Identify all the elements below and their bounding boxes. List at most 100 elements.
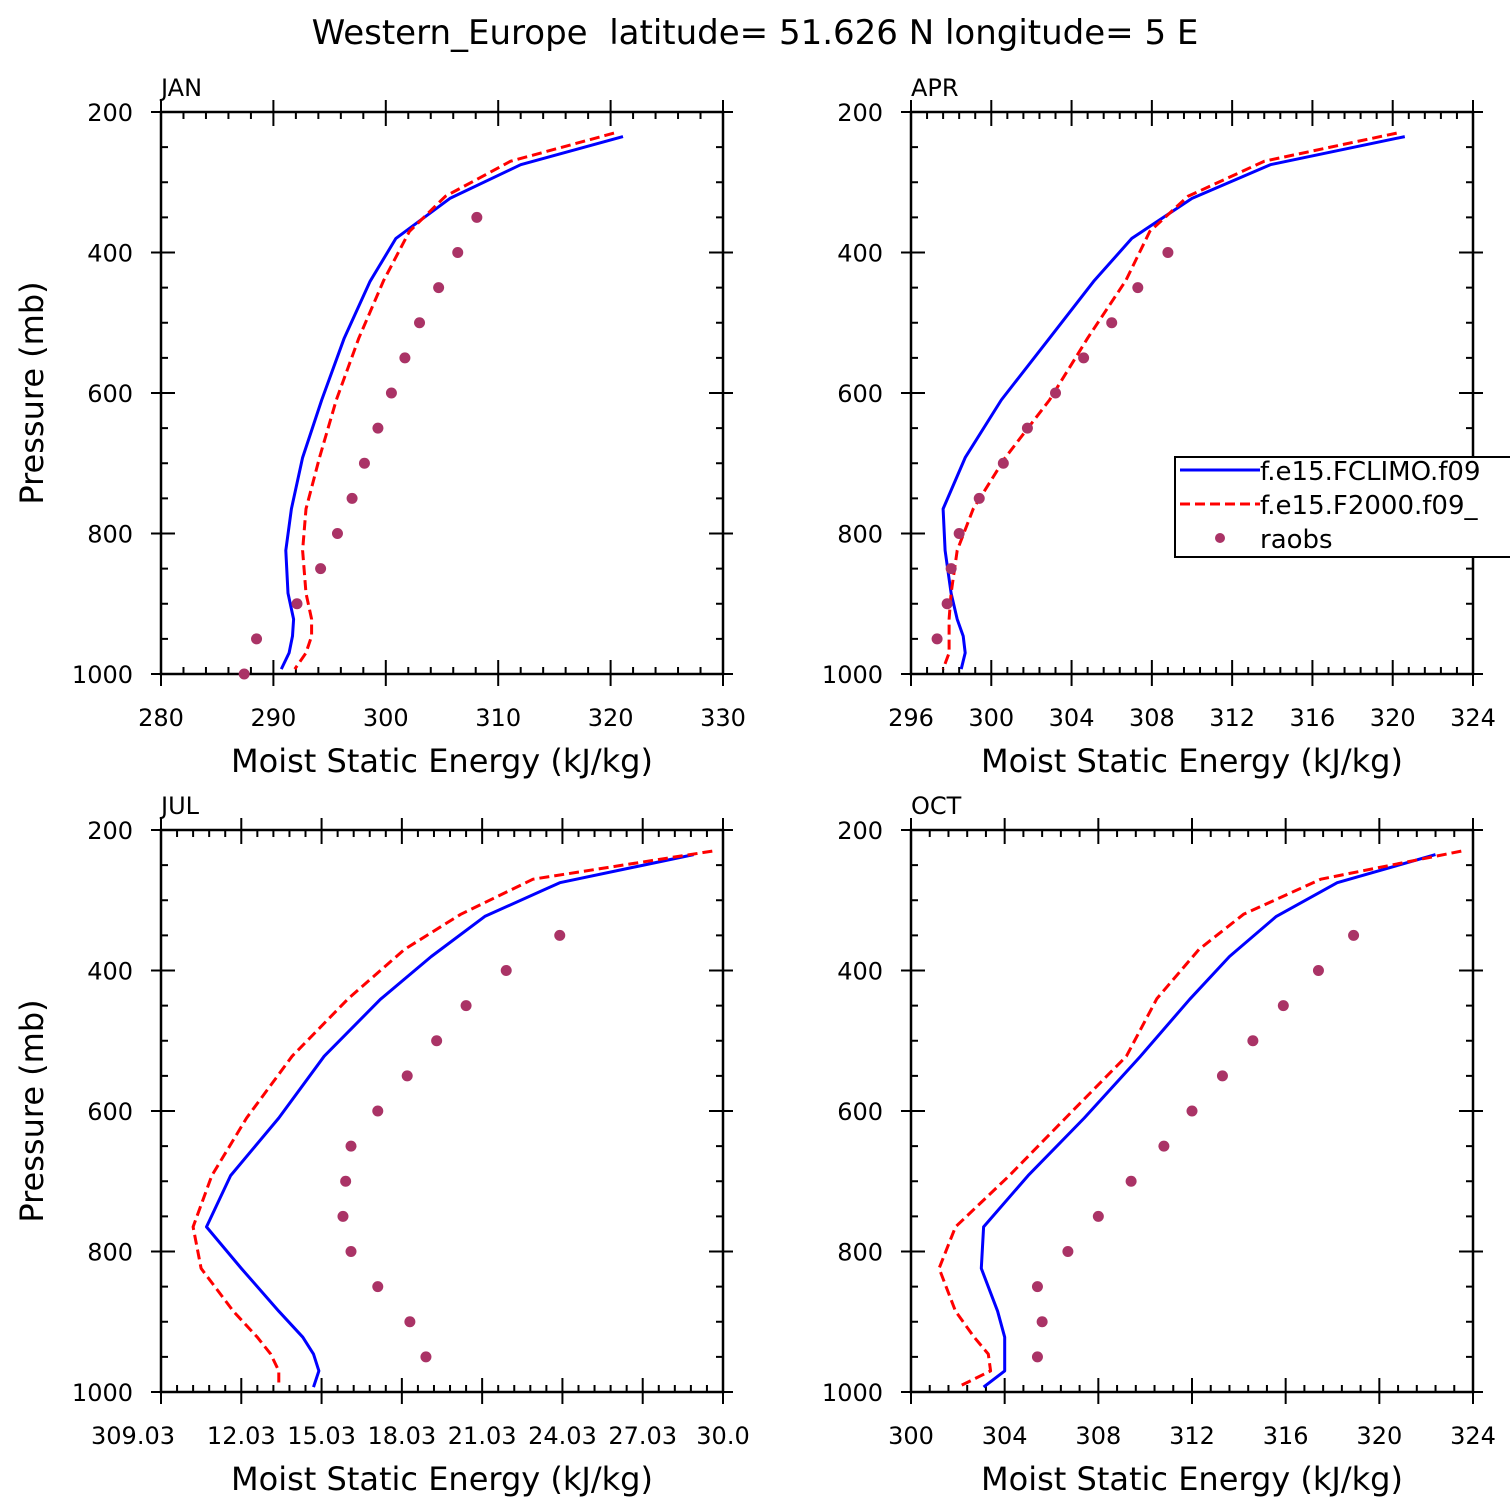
obs-point [404,1316,416,1328]
obs-point [337,1210,349,1222]
x-tick-label: 27.03 [608,1422,677,1450]
y-tick-label: 200 [87,99,133,127]
obs-point [1050,387,1062,399]
obs-point [941,598,953,610]
obs-point [1277,1000,1289,1012]
obs-point [431,1035,443,1047]
panel-2: 200 400 600 800 1000 309.03 12.03 15.03 18.03 21.… [13,792,750,1498]
y-tick-label: 1000 [72,661,133,689]
obs-point [399,352,411,364]
x-tick-label: 312 [1169,1422,1215,1450]
y-tick-label: 200 [837,99,883,127]
x-tick-label: 300 [888,1422,934,1450]
y-tick-label: 1000 [822,661,883,689]
x-tick-label: 18.03 [367,1422,436,1450]
y-tick-label: 800 [837,521,883,549]
obs-point [460,1000,472,1012]
x-tick-label: 312 [1209,704,1255,732]
series-line-f2000 [937,849,1462,1389]
y-tick-label: 600 [87,380,133,408]
x-axis-label: Moist Static Energy (kJ/kg) [231,742,653,780]
x-tick-label: 304 [1049,704,1095,732]
obs-point [1125,1175,1137,1187]
plot-frame [159,828,725,1394]
obs-point [1186,1105,1198,1117]
series-line-f2000 [191,849,713,1388]
obs-point [401,1070,413,1082]
obs-point [1031,1351,1043,1363]
obs-point [953,528,965,539]
y-tick-label: 600 [837,380,883,408]
obs-point [452,247,464,258]
obs-point [345,1140,357,1152]
y-tick-label: 800 [837,1239,883,1267]
obs-point [1132,282,1144,294]
obs-point [931,633,943,645]
series-line-f2000 [293,131,615,670]
x-tick-label: 309.03 [91,1422,175,1450]
obs-point [1312,965,1324,976]
x-axis-label: Moist Static Energy (kJ/kg) [981,742,1403,780]
y-axis-label: Pressure (mb) [13,999,51,1222]
x-tick-label: 24.03 [528,1422,597,1450]
x-tick-label: 280 [138,704,184,732]
x-tick-label: 324 [1450,1422,1496,1450]
y-tick-label: 400 [87,240,133,268]
obs-point [340,1175,352,1187]
x-tick-label: 324 [1450,704,1496,732]
y-tick-label: 200 [87,817,133,845]
y-axis-label: Pressure (mb) [13,281,51,504]
legend: f.e15.FCLIMO.f09 f.e15.F2000.f09_ raobs [1174,456,1510,558]
y-tick-label: 800 [87,1239,133,1267]
y-tick-label: 600 [87,1098,133,1126]
obs-point [291,598,303,610]
obs-point [372,1281,384,1293]
obs-point [331,528,343,539]
x-tick-label: 330 [700,704,746,732]
obs-point [1106,317,1118,329]
x-tick-label: 320 [1370,704,1416,732]
obs-point [471,211,483,223]
obs-point [420,1351,432,1363]
obs-point [973,492,985,504]
obs-point [500,965,512,976]
y-tick-label: 800 [87,521,133,549]
x-tick-label: 296 [888,704,934,732]
series-line-fclimo [279,135,624,670]
x-tick-label: 304 [982,1422,1028,1450]
y-tick-label: 400 [837,958,883,986]
obs-point [433,282,445,294]
y-tick-label: 1000 [72,1379,133,1407]
x-tick-label: 320 [588,704,634,732]
obs-point [414,317,426,329]
obs-point [372,422,384,434]
x-tick-label: 316 [1263,1422,1309,1450]
obs-point [358,457,370,469]
series-line-fclimo [979,853,1436,1389]
obs-point [1078,352,1090,364]
obs-point [554,929,566,941]
x-axis-label: Moist Static Energy (kJ/kg) [981,1460,1403,1498]
x-tick-label: 30.0 [696,1422,749,1450]
series-line-fclimo [205,853,694,1388]
plot-frame [159,110,725,676]
obs-point [1062,1246,1074,1257]
x-tick-label: 316 [1290,704,1336,732]
x-tick-label: 300 [363,704,409,732]
obs-point [1092,1210,1104,1222]
x-tick-label: 300 [968,704,1014,732]
x-axis-label: Moist Static Energy (kJ/kg) [231,1460,653,1498]
figure-title: Western_Europe latitude= 51.626 N longit… [312,13,1199,53]
panel-title: OCT [911,792,962,820]
obs-point [1162,247,1174,258]
x-tick-label: 21.03 [448,1422,517,1450]
obs-point [1216,1070,1228,1082]
obs-point [238,668,250,680]
panel-title: JAN [159,74,202,102]
obs-point [1348,929,1360,941]
panel-title: JUL [159,792,200,820]
plot-frame [909,110,1475,676]
